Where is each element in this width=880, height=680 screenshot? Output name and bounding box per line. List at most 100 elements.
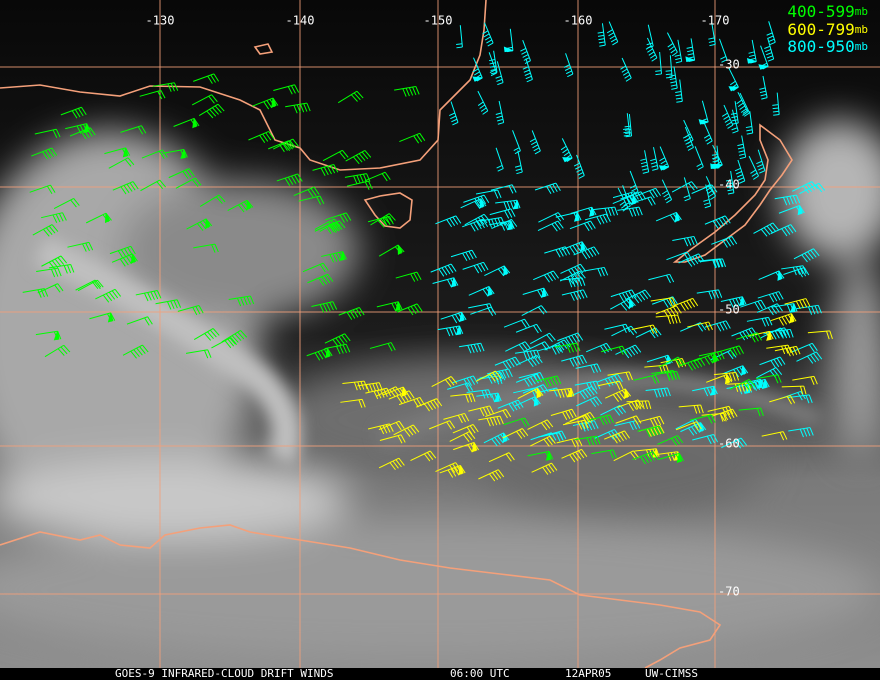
wind-barb — [569, 220, 596, 232]
barb-feather — [524, 60, 531, 65]
barb-feather — [389, 462, 396, 471]
antarctica-coast — [0, 524, 722, 669]
barb-pennant — [180, 149, 186, 159]
barb-feather — [574, 333, 581, 342]
barb-feather — [484, 389, 489, 399]
wind-barb — [322, 149, 349, 162]
barb-feather — [638, 292, 646, 301]
barb-feather — [774, 375, 779, 384]
barb-feather — [342, 344, 348, 353]
barb-pennant — [766, 331, 772, 341]
barb-feather — [642, 171, 649, 174]
barb-feather — [580, 420, 586, 429]
wind-barb — [778, 205, 805, 216]
barb-feather — [572, 453, 579, 461]
barb-shaft — [498, 100, 505, 123]
barb-feather — [621, 431, 627, 440]
barb-shaft — [65, 123, 87, 130]
barb-shaft — [440, 311, 462, 320]
barb-shaft — [537, 220, 559, 232]
wind-barb — [517, 387, 544, 399]
wind-barb — [728, 67, 739, 92]
barb-feather — [40, 288, 45, 298]
wind-barb — [746, 39, 757, 64]
barb-feather — [364, 181, 370, 190]
barb-feather — [565, 337, 571, 346]
barb-feather — [294, 174, 300, 183]
barb-shaft — [503, 318, 525, 328]
latitude-label: -60 — [718, 437, 740, 451]
barb-feather — [576, 168, 583, 173]
barb-feather — [593, 420, 599, 429]
barb-feather — [542, 384, 549, 393]
wind-barb — [766, 344, 792, 355]
barb-shaft — [139, 89, 162, 97]
barb-feather — [527, 359, 534, 368]
wind-barb — [152, 82, 179, 92]
barb-shaft — [622, 185, 631, 207]
wind-barb — [345, 149, 372, 165]
barb-feather — [471, 393, 476, 402]
wind-barb — [495, 100, 505, 125]
barb-feather — [497, 82, 504, 86]
barb-shaft — [531, 130, 541, 152]
barb-feather — [687, 147, 694, 151]
barb-feather — [551, 462, 558, 471]
barb-feather — [454, 314, 461, 323]
barb-feather — [568, 409, 574, 419]
barb-pennant — [192, 118, 198, 129]
barb-shaft — [199, 194, 220, 207]
wind-barb — [571, 385, 598, 400]
barb-feather — [497, 217, 502, 227]
barb-shaft — [531, 462, 552, 473]
barb-shaft — [512, 130, 521, 152]
barb-feather — [294, 84, 300, 93]
barb-feather — [196, 223, 204, 231]
wind-barb — [764, 37, 775, 62]
barb-feather — [530, 357, 537, 366]
wind-barb — [399, 132, 426, 144]
barb-feather — [297, 173, 303, 182]
barb-feather — [583, 223, 590, 232]
wind-barb — [370, 213, 396, 228]
barb-feather — [775, 292, 781, 301]
barb-feather — [307, 189, 314, 198]
wind-barb — [443, 412, 470, 424]
barb-shaft — [576, 154, 585, 176]
barb-feather — [129, 182, 136, 191]
barb-shaft — [617, 206, 640, 211]
barb-feather — [683, 238, 689, 247]
barb-shaft — [555, 211, 578, 218]
barb-feather — [746, 129, 753, 132]
barb-shaft — [126, 316, 148, 325]
barb-shaft — [626, 113, 631, 136]
barb-feather — [391, 303, 397, 312]
barb-shaft — [155, 299, 178, 305]
barb-feather — [290, 175, 297, 184]
barb-feather — [447, 279, 452, 288]
barb-feather — [666, 76, 673, 79]
barb-feather — [497, 118, 504, 122]
barb-shaft — [767, 37, 775, 60]
barb-feather — [410, 273, 416, 282]
barb-shaft — [604, 323, 626, 330]
wind-barb — [382, 386, 409, 397]
barb-feather — [739, 105, 746, 110]
wind-barb — [462, 261, 489, 274]
barb-feather — [648, 51, 655, 56]
barb-shaft — [529, 332, 550, 345]
barb-feather — [505, 360, 512, 369]
barb-feather — [607, 431, 615, 440]
barb-feather — [806, 427, 811, 437]
barb-shaft — [740, 299, 762, 308]
barb-shaft — [497, 399, 519, 409]
barb-shaft — [468, 303, 490, 309]
barb-shaft — [458, 342, 481, 348]
barb-shaft — [376, 301, 399, 308]
barb-feather — [628, 402, 634, 412]
barb-feather — [659, 425, 665, 434]
barb-shaft — [711, 236, 733, 245]
barb-feather — [521, 342, 529, 351]
barb-pennant — [580, 241, 586, 252]
wind-barb — [538, 212, 565, 223]
